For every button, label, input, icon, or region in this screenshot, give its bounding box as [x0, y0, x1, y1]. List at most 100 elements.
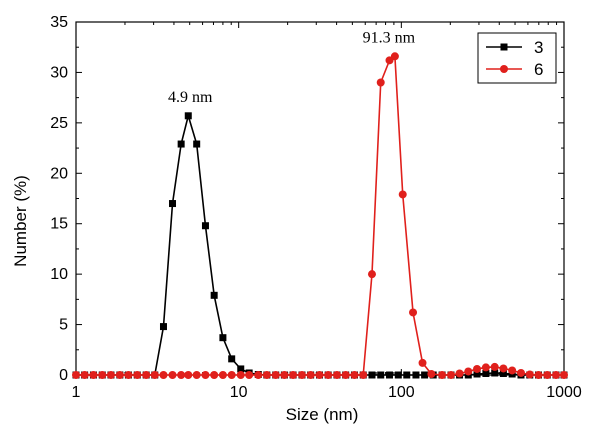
data-point-3 — [219, 334, 227, 342]
data-point-3 — [499, 369, 507, 377]
data-point-6 — [133, 371, 142, 379]
data-point-6 — [106, 371, 115, 379]
data-point-6 — [447, 371, 456, 379]
data-point-6 — [227, 371, 236, 379]
data-point-3 — [482, 369, 490, 377]
data-point-6 — [280, 371, 289, 379]
data-point-6 — [177, 371, 186, 379]
data-point-3 — [193, 140, 201, 148]
data-point-6 — [341, 371, 350, 379]
y-tick-label: 35 — [50, 14, 68, 31]
data-point-6 — [438, 371, 447, 379]
data-point-6 — [115, 371, 124, 379]
data-point-3 — [412, 371, 420, 379]
data-point-6 — [376, 78, 385, 87]
data-point-3 — [177, 140, 185, 148]
x-tick-label: 100 — [388, 384, 415, 401]
data-point-6 — [525, 370, 534, 379]
data-point-6 — [315, 371, 324, 379]
data-point-3 — [473, 370, 481, 378]
data-point-6 — [306, 371, 315, 379]
data-point-6 — [324, 371, 333, 379]
data-point-6 — [332, 371, 341, 379]
peak-annotation: 91.3 nm — [363, 29, 416, 46]
y-tick-label: 30 — [50, 64, 68, 81]
data-point-3 — [210, 291, 218, 299]
data-point-6 — [210, 371, 219, 379]
data-point-6 — [552, 371, 561, 379]
data-point-6 — [201, 371, 210, 379]
data-point-6 — [367, 270, 376, 279]
y-tick-label: 25 — [50, 115, 68, 132]
y-tick-label: 0 — [59, 367, 68, 384]
data-point-6 — [297, 371, 306, 379]
data-point-3 — [377, 371, 385, 379]
peak-annotation: 4.9 nm — [168, 89, 213, 106]
data-point-6 — [124, 371, 133, 379]
data-point-6 — [89, 371, 98, 379]
data-point-6 — [350, 371, 359, 379]
data-point-6 — [218, 371, 227, 379]
data-point-6 — [72, 371, 80, 379]
data-point-3 — [394, 371, 402, 379]
y-tick-label: 5 — [59, 317, 68, 334]
annotations: 4.9 nm 91.3 nm — [168, 29, 416, 106]
data-point-6 — [236, 371, 245, 379]
data-point-6 — [271, 371, 280, 379]
data-point-6 — [98, 371, 107, 379]
legend-label-3: 3 — [534, 38, 543, 57]
data-point-6 — [464, 367, 473, 376]
data-point-6 — [245, 371, 254, 379]
data-point-6 — [427, 369, 436, 378]
data-point-6 — [543, 371, 552, 379]
data-point-6 — [184, 371, 193, 379]
data-point-6 — [516, 368, 525, 377]
data-point-6 — [409, 308, 418, 317]
x-axis-label: Size (nm) — [286, 405, 359, 424]
series-layer — [72, 52, 568, 379]
series-6 — [72, 52, 568, 379]
data-point-3 — [421, 371, 429, 379]
legend-box — [477, 32, 557, 84]
data-point-6 — [159, 371, 168, 379]
data-point-3 — [403, 371, 411, 379]
legend-marker-6 — [500, 65, 508, 73]
data-point-3 — [491, 369, 499, 377]
data-point-6 — [508, 366, 517, 375]
data-point-6 — [418, 358, 427, 367]
data-point-6 — [455, 369, 464, 378]
data-point-6 — [254, 371, 263, 379]
data-point-6 — [534, 371, 543, 379]
series-line-3 — [76, 112, 564, 376]
data-point-3 — [169, 200, 177, 208]
data-point-3 — [228, 355, 236, 363]
data-point-6 — [262, 371, 271, 379]
x-tick-label: 1 — [72, 384, 81, 401]
y-tick-label: 10 — [50, 266, 68, 283]
data-point-6 — [398, 190, 407, 199]
data-point-6 — [390, 52, 399, 61]
data-point-3 — [237, 365, 245, 373]
data-point-6 — [150, 371, 159, 379]
data-point-6 — [80, 371, 89, 379]
x-tick-label: 10 — [230, 384, 248, 401]
data-point-3 — [368, 371, 376, 379]
series-3 — [72, 112, 568, 379]
y-tick-label: 20 — [50, 165, 68, 182]
legend-label-6: 6 — [534, 60, 543, 79]
axis-ticks: 0 5 10 15 20 25 30 35 1 10 100 1000 — [50, 14, 582, 401]
legend-marker-3 — [500, 43, 508, 51]
data-point-6 — [490, 362, 499, 371]
y-axis-label: Number (%) — [11, 175, 30, 267]
data-point-6 — [560, 371, 568, 379]
data-point-6 — [142, 371, 151, 379]
data-point-3 — [184, 112, 192, 120]
data-point-6 — [168, 371, 177, 379]
data-point-6 — [499, 364, 508, 373]
data-point-6 — [481, 363, 490, 372]
y-tick-label: 15 — [50, 216, 68, 233]
legend: 36 — [477, 32, 557, 84]
data-point-6 — [359, 371, 368, 379]
data-point-3 — [201, 222, 209, 230]
